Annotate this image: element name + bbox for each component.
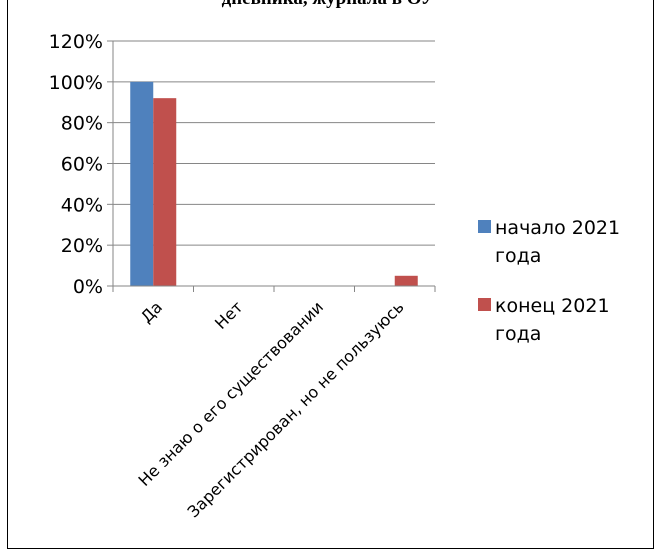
bar-series-2-1 — [153, 98, 177, 287]
y-tick-label: 40% — [61, 194, 103, 216]
legend: начало 2021 года конец 2021 года — [478, 214, 654, 370]
x-tick-label: Нет — [211, 297, 246, 332]
y-tick-label: 20% — [61, 235, 103, 257]
legend-label-series-2: конец 2021 года — [495, 295, 610, 345]
chart-title: дневника, журнала в ОУ — [0, 0, 656, 10]
x-tick-label: Да — [137, 297, 166, 326]
legend-item-series-2: конец 2021 года — [478, 292, 654, 348]
bar-series-2-4 — [394, 275, 418, 286]
legend-label-series-1: начало 2021 года — [495, 217, 621, 267]
bar-series-1-1 — [130, 81, 154, 286]
legend-swatch-series-2 — [478, 298, 491, 311]
legend-swatch-series-1 — [478, 220, 491, 233]
legend-item-series-1: начало 2021 года — [478, 214, 654, 270]
y-tick-label: 80% — [61, 113, 103, 135]
y-tick-labels: 0% 20% 40% 60% 80% 100% 120% — [49, 31, 103, 298]
y-tick-label: 100% — [49, 72, 103, 94]
y-tick-label: 60% — [61, 154, 103, 176]
y-tick-label: 0% — [73, 276, 103, 298]
y-tick-label: 120% — [49, 31, 103, 53]
chart-frame — [7, 0, 654, 549]
bars — [130, 81, 418, 287]
axes — [107, 40, 436, 292]
